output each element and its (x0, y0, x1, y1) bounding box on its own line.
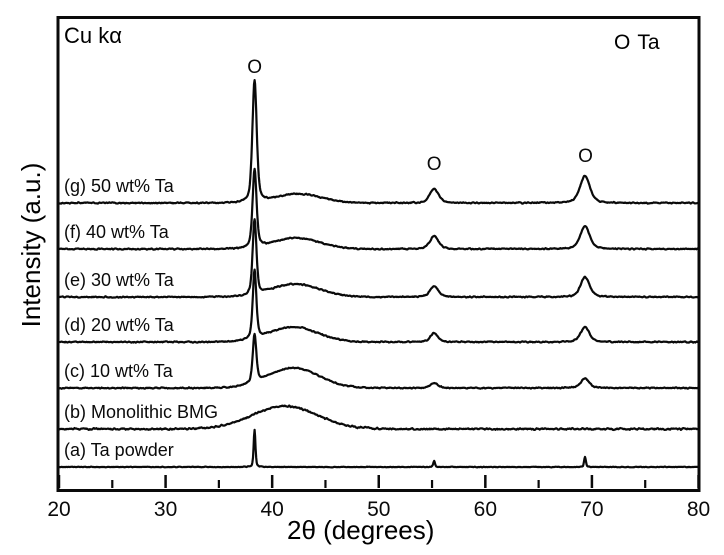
curve-g (57, 79, 700, 205)
curve-b (57, 404, 700, 432)
x-tick-label: 40 (260, 498, 283, 521)
curve-e (57, 218, 700, 299)
series-labels: (a) Ta powder (b) Monolithic BMG (c) 10 wt… (64, 176, 218, 460)
ta-peak-markers: O O O (247, 57, 593, 175)
xrd-curves (57, 79, 700, 469)
legend-ta-marker-icon: O (614, 31, 631, 54)
curve-c (57, 332, 700, 390)
series-label-f: (f) 40 wt% Ta (64, 222, 170, 242)
legend: O Ta (614, 31, 660, 55)
series-label-g: (g) 50 wt% Ta (64, 176, 175, 196)
x-tick-label: 20 (47, 498, 70, 521)
radiation-label: Cu kα (64, 23, 122, 48)
ta-peak-marker-icon: O (427, 154, 442, 175)
x-tick-label: 80 (687, 498, 710, 521)
x-tick-label: 70 (580, 498, 603, 521)
curve-d (57, 268, 700, 344)
series-label-a: (a) Ta powder (64, 440, 174, 460)
ta-peak-marker-icon: O (247, 57, 262, 78)
series-label-e: (e) 30 wt% Ta (64, 270, 175, 290)
series-label-d: (d) 20 wt% Ta (64, 315, 175, 335)
x-tick-label: 60 (474, 498, 497, 521)
series-label-c: (c) 10 wt% Ta (64, 361, 174, 381)
x-axis-tick-labels: 20 30 40 50 60 70 80 (47, 498, 710, 521)
x-axis-ticks (57, 475, 700, 488)
x-tick-label: 30 (154, 498, 177, 521)
curve-f (57, 167, 700, 251)
ta-peak-marker-icon: O (578, 146, 593, 167)
x-tick-label: 50 (367, 498, 390, 521)
plot-border (56, 16, 701, 492)
curve-a (57, 428, 700, 469)
y-axis-title: Intensity (a.u.) (16, 162, 46, 328)
x-axis-title: 2θ (degrees) (287, 515, 435, 545)
legend-label: Ta (637, 31, 660, 54)
series-label-b: (b) Monolithic BMG (64, 402, 218, 422)
